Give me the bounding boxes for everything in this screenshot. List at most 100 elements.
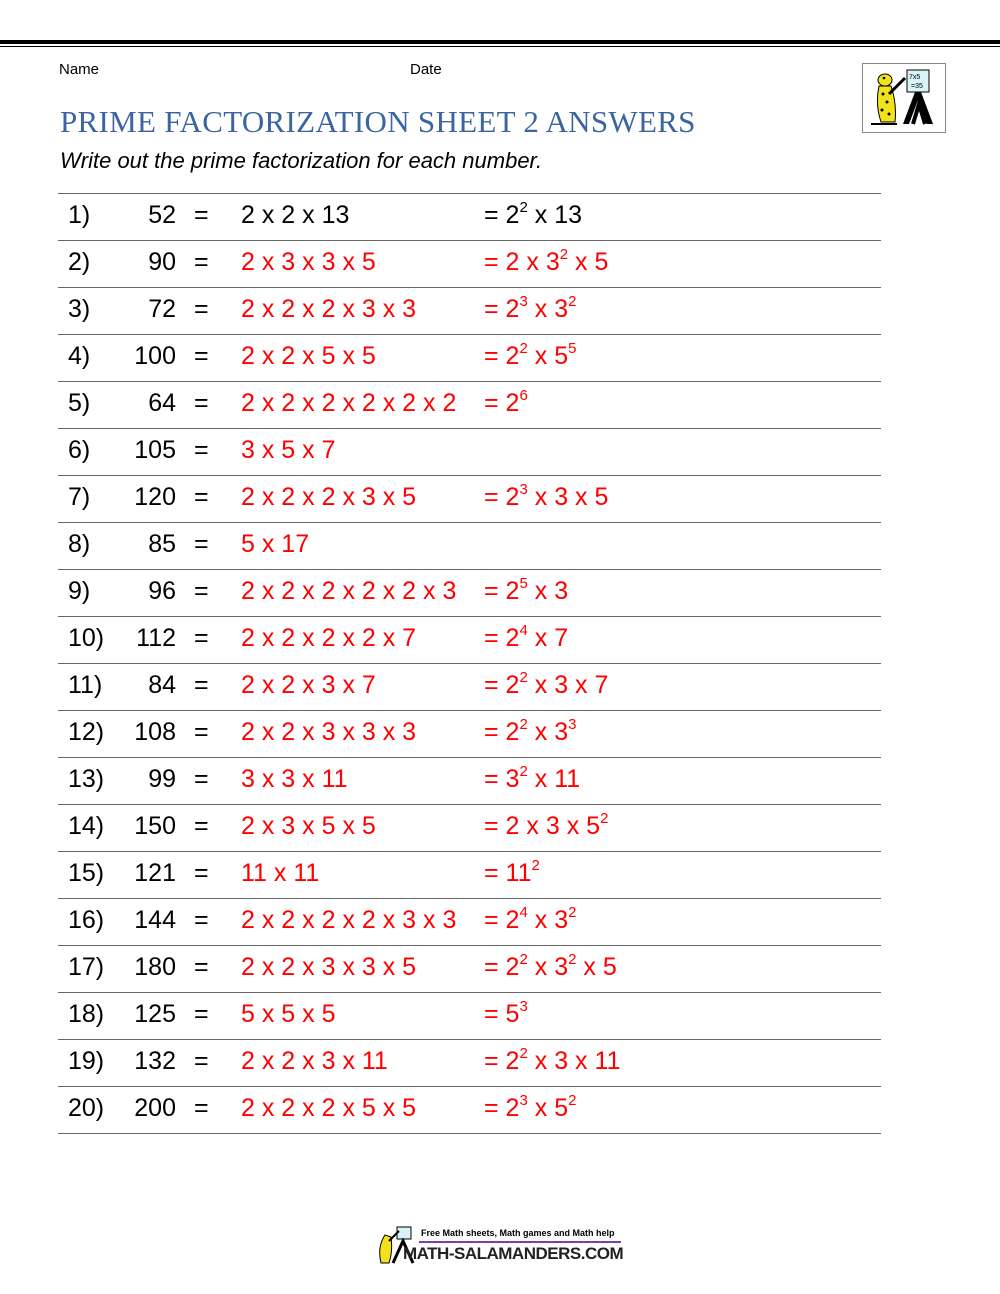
equals-sign: =: [194, 859, 209, 887]
number-value: 85: [148, 530, 176, 558]
question-number: 8): [68, 530, 91, 558]
table-row: 11) 84 = 2 x 2 x 3 x 7 = 22 x 3 x 7: [58, 664, 881, 711]
number-value: 120: [134, 483, 176, 511]
index-form: = 25 x 3: [484, 575, 569, 605]
index-form: = 24 x 7: [484, 622, 569, 652]
question-number: 6): [68, 436, 91, 464]
base: 2: [505, 953, 520, 981]
table-row: 15) 121 = 11 x 11 = 112: [58, 852, 881, 899]
exponent: 2: [519, 951, 528, 968]
base: 3: [554, 953, 569, 981]
number-value: 96: [148, 577, 176, 605]
equals-sign: =: [194, 1000, 209, 1028]
question-number: 12): [68, 718, 105, 746]
question-number: 11): [68, 671, 103, 699]
table-row: 5) 64 = 2 x 2 x 2 x 2 x 2 x 2 = 26: [58, 382, 881, 429]
question-number: 14): [68, 812, 105, 840]
prime-factors: 3 x 3 x 11: [241, 765, 348, 793]
table-row: 2) 90 = 2 x 3 x 3 x 5 = 2 x 32 x 5: [58, 241, 881, 288]
base: 11: [554, 765, 581, 793]
question-number: 19): [68, 1047, 105, 1075]
table-row: 6) 105 = 3 x 5 x 7: [58, 429, 881, 476]
prime-factors: 2 x 2 x 13: [241, 201, 350, 229]
exponent: 2: [519, 716, 528, 733]
table-row: 12) 108 = 2 x 2 x 3 x 3 x 3 = 22 x 33: [58, 711, 881, 758]
base: 3: [545, 248, 560, 276]
base: 2: [505, 812, 520, 840]
question-number: 5): [68, 389, 91, 417]
exponent: 3: [568, 716, 577, 733]
index-form: = 22 x 13: [484, 199, 583, 229]
equals-sign: =: [194, 765, 209, 793]
header-rule-thin: [0, 46, 1000, 47]
base: 2: [505, 342, 520, 370]
number-value: 200: [134, 1094, 176, 1122]
base: 5: [505, 1000, 520, 1028]
equals-sign: =: [194, 530, 209, 558]
base: 3: [505, 765, 520, 793]
footer-logo: Free Math sheets, Math games and Math he…: [375, 1225, 625, 1265]
question-number: 4): [68, 342, 91, 370]
instructions: Write out the prime factorization for ea…: [60, 148, 543, 173]
number-value: 105: [134, 436, 176, 464]
footer-tagline: Free Math sheets, Math games and Math he…: [421, 1228, 615, 1238]
table-row: 10) 112 = 2 x 2 x 2 x 2 x 7 = 24 x 7: [58, 617, 881, 664]
number-value: 150: [134, 812, 176, 840]
number-value: 132: [134, 1047, 176, 1075]
prime-factors: 2 x 2 x 2 x 2 x 3 x 3: [241, 906, 457, 934]
base: 7: [554, 624, 569, 652]
question-number: 7): [68, 483, 91, 511]
question-number: 9): [68, 577, 91, 605]
base: 2: [505, 1047, 520, 1075]
prime-factors: 2 x 2 x 3 x 11: [241, 1047, 388, 1075]
index-form: = 24 x 32: [484, 904, 577, 934]
salamander-teacher-icon: 7x5 =35: [871, 69, 933, 125]
equals-sign: =: [194, 577, 209, 605]
exponent: 2: [568, 1092, 577, 1109]
index-form: = 23 x 32: [484, 293, 577, 323]
question-number: 15): [68, 859, 105, 887]
base: 2: [505, 577, 520, 605]
table-row: 1) 52 = 2 x 2 x 13 = 22 x 13: [58, 194, 881, 241]
question-number: 18): [68, 1000, 105, 1028]
table-row: 20) 200 = 2 x 2 x 2 x 5 x 5 = 23 x 52: [58, 1087, 881, 1134]
index-form: = 22 x 3 x 11: [484, 1045, 621, 1075]
base: 5: [586, 812, 601, 840]
index-form: = 22 x 55: [484, 340, 577, 370]
equals-sign: =: [194, 1047, 209, 1075]
number-value: 64: [148, 389, 176, 417]
number-value: 84: [148, 671, 176, 699]
base: 2: [505, 483, 520, 511]
prime-factors: 2 x 2 x 3 x 7: [241, 671, 376, 699]
exponent: 3: [519, 998, 528, 1015]
base: 2: [505, 201, 520, 229]
number-value: 121: [134, 859, 176, 887]
question-number: 16): [68, 906, 105, 934]
number-value: 52: [148, 201, 176, 229]
equals-sign: =: [194, 1094, 209, 1122]
exponent: 2: [519, 763, 528, 780]
question-number: 17): [68, 953, 105, 981]
base: 3: [554, 295, 569, 323]
exponent: 3: [519, 481, 528, 498]
base: 2: [505, 389, 520, 417]
table-row: 3) 72 = 2 x 2 x 2 x 3 x 3 = 23 x 32: [58, 288, 881, 335]
exponent: 2: [568, 951, 577, 968]
number-value: 125: [134, 1000, 176, 1028]
header-rule-thick: [0, 40, 1000, 44]
equals-sign: =: [194, 812, 209, 840]
base: 2: [505, 671, 520, 699]
exponent: 2: [559, 246, 569, 263]
base: 2: [505, 906, 520, 934]
prime-factors: 2 x 2 x 2 x 5 x 5: [241, 1094, 417, 1122]
exponent: 2: [519, 1045, 528, 1062]
equals-sign: =: [194, 342, 209, 370]
index-form: = 2 x 3 x 52: [484, 810, 609, 840]
board-text: 7x5: [909, 74, 920, 81]
table-row: 19) 132 = 2 x 2 x 3 x 11 = 22 x 3 x 11: [58, 1040, 881, 1087]
question-number: 2): [68, 248, 91, 276]
base: 7: [594, 671, 609, 699]
index-form: = 2 x 32 x 5: [484, 246, 609, 276]
exponent: 2: [568, 293, 577, 310]
prime-factors: 2 x 2 x 2 x 3 x 5: [241, 483, 417, 511]
